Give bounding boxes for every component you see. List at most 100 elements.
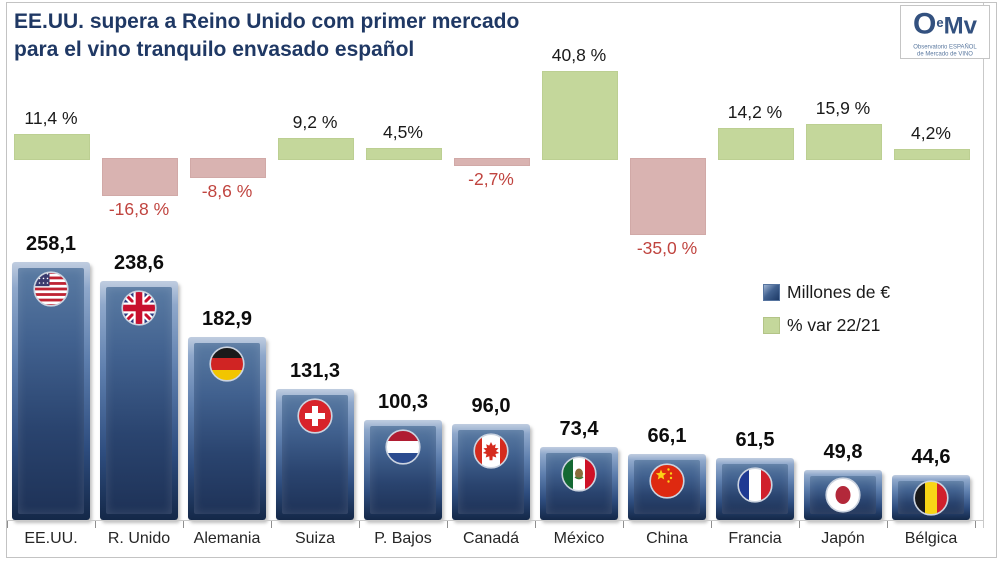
pct-bar — [718, 128, 794, 160]
flag-nl-icon — [385, 429, 421, 465]
value-label: 61,5 — [735, 429, 775, 451]
axis-tick — [623, 521, 624, 528]
flag-mx — [561, 456, 597, 497]
value-bar — [276, 389, 354, 520]
pct-label: 4,2% — [911, 123, 951, 143]
flag-cn-icon — [649, 463, 685, 499]
flag-cn — [649, 463, 685, 504]
axis-tick — [95, 521, 96, 528]
category-label-fr: Francia — [728, 530, 782, 547]
pct-label: 40,8 % — [551, 45, 607, 65]
value-label: 96,0 — [471, 395, 511, 417]
category-label-mx: México — [553, 530, 605, 547]
flag-us-icon — [33, 271, 69, 307]
value-bar-panel — [18, 268, 84, 514]
value-bar — [540, 447, 618, 520]
flag-jp — [825, 477, 861, 518]
flag-fr-icon — [737, 467, 773, 503]
pct-bar — [806, 124, 882, 160]
axis-tick — [711, 521, 712, 528]
flag-ca-icon — [473, 433, 509, 469]
axis-tick — [7, 521, 8, 528]
flag-ch — [297, 398, 333, 439]
pct-bar — [454, 158, 530, 166]
category-label-nl: P. Bajos — [374, 530, 432, 547]
value-label: 73,4 — [559, 418, 599, 440]
category-label-ch: Suiza — [294, 530, 336, 547]
category-label-us: EE.UU. — [24, 530, 78, 547]
value-bar — [12, 262, 90, 520]
flag-gb-icon — [121, 290, 157, 326]
value-bar — [628, 454, 706, 520]
flag-ca — [473, 433, 509, 474]
pct-bar — [14, 134, 90, 160]
plot-right-border — [983, 3, 984, 528]
pct-bar — [102, 158, 178, 196]
oemv-logo: OeMv Observatorio ESPAÑOL de Mercado de … — [900, 5, 990, 59]
flag-de-icon — [209, 346, 245, 382]
flag-gb — [121, 290, 157, 331]
pct-bar — [894, 149, 970, 160]
category-label-jp: Japón — [821, 530, 865, 547]
chart-title-line1: EE.UU. supera a Reino Unido com primer m… — [14, 10, 520, 33]
pct-bar — [366, 148, 442, 160]
axis-tick — [183, 521, 184, 528]
category-label-be: Bélgica — [904, 530, 958, 547]
flag-us — [33, 271, 69, 312]
legend-label: Millones de € — [787, 282, 891, 302]
legend-swatch-blue — [763, 284, 780, 301]
pct-label: 9,2 % — [292, 112, 338, 132]
flag-ch-icon — [297, 398, 333, 434]
axis-tick — [799, 521, 800, 528]
flag-fr — [737, 467, 773, 508]
value-bar — [364, 420, 442, 520]
value-bar — [804, 470, 882, 520]
category-label-cn: China — [646, 530, 688, 547]
value-bar — [100, 281, 178, 520]
value-label: 131,3 — [289, 360, 341, 382]
axis-tick — [975, 521, 976, 528]
pct-label: 4,5% — [383, 122, 423, 142]
value-bar — [452, 424, 530, 520]
flag-de — [209, 346, 245, 387]
flag-be-icon — [913, 480, 949, 516]
legend-item-millones: Millones de € — [763, 282, 890, 303]
axis-tick — [271, 521, 272, 528]
axis-tick — [447, 521, 448, 528]
chart-title-line2: para el vino tranquilo envasado español — [14, 38, 415, 61]
oemv-logo-subtitle2: de Mercado de VINO — [917, 51, 973, 58]
category-label-ca: Canadá — [462, 530, 520, 547]
flag-jp-icon — [825, 477, 861, 513]
pct-label: -35,0 % — [636, 238, 698, 258]
x-axis-line — [7, 520, 983, 521]
value-label: 66,1 — [647, 425, 687, 447]
pct-bar — [190, 158, 266, 178]
pct-label: -16,8 % — [108, 199, 170, 219]
value-label: 238,6 — [113, 252, 165, 274]
value-label: 182,9 — [201, 308, 253, 330]
flag-be — [913, 480, 949, 521]
oemv-logo-brand: OeMv — [913, 7, 977, 41]
category-label-gb: R. Unido — [107, 530, 171, 547]
axis-tick — [359, 521, 360, 528]
legend-item-var: % var 22/21 — [763, 315, 890, 336]
oemv-logo-subtitle1: Observatorio ESPAÑOL — [913, 44, 977, 51]
value-label: 258,1 — [25, 233, 77, 255]
chart-title: EE.UU. supera a Reino Unido com primer m… — [14, 8, 614, 64]
pct-label: -2,7% — [468, 169, 514, 189]
pct-bar — [278, 138, 354, 160]
category-label-de: Alemania — [193, 530, 261, 547]
legend-swatch-green — [763, 317, 780, 334]
value-bar — [716, 458, 794, 520]
value-label: 100,3 — [377, 391, 429, 413]
value-label: 49,8 — [823, 441, 863, 463]
value-bar — [188, 337, 266, 520]
pct-bar — [542, 71, 618, 160]
flag-nl — [385, 429, 421, 470]
axis-tick — [887, 521, 888, 528]
legend-label: % var 22/21 — [787, 315, 881, 335]
value-bar — [892, 475, 970, 520]
axis-tick — [535, 521, 536, 528]
legend: Millones de € % var 22/21 — [763, 282, 890, 348]
